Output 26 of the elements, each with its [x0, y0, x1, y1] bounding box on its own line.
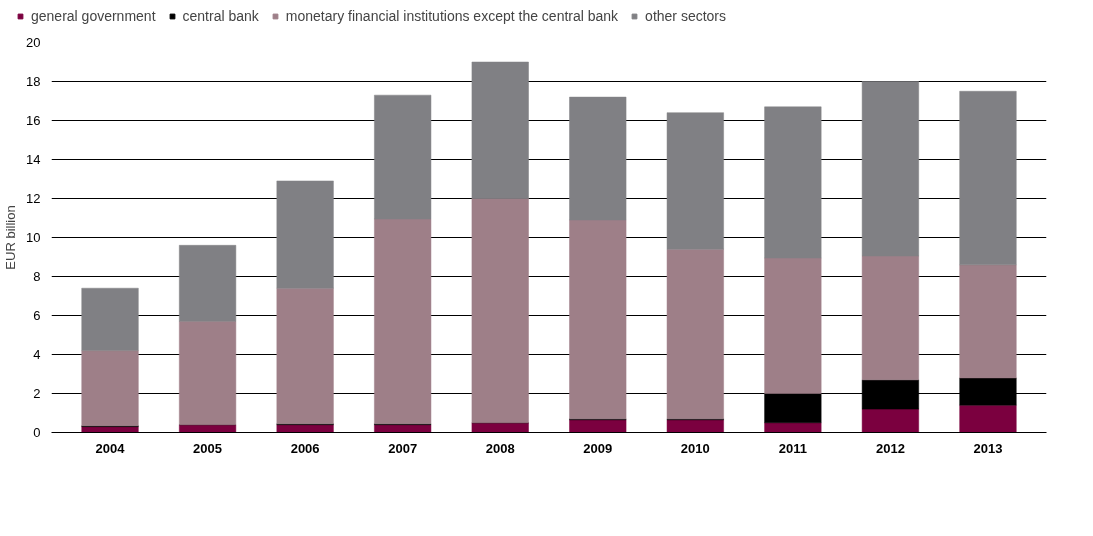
legend-label: central bank	[182, 8, 259, 24]
legend-label: monetary financial institutions except the central bank	[285, 8, 619, 24]
y-tick-label: 2	[33, 386, 41, 401]
x-tick-label: 2008	[485, 440, 515, 456]
y-axis-title: EUR billion	[3, 205, 19, 270]
y-tick-label: 10	[26, 230, 41, 245]
legend-label: general government	[31, 8, 156, 24]
y-tick-label: 8	[33, 269, 41, 284]
x-tick-label: 2011	[778, 440, 807, 456]
y-tick-label: 16	[26, 113, 41, 128]
legend-label: other sectors	[645, 8, 727, 24]
x-tick-label: 2004	[95, 440, 126, 456]
y-tick-label: 14	[26, 152, 41, 167]
y-tick-label: 20	[26, 35, 41, 50]
y-tick-label: 18	[26, 74, 41, 89]
y-tick-label: 12	[26, 191, 41, 206]
y-tick-label: 6	[33, 308, 41, 323]
y-tick-label: 0	[33, 425, 41, 440]
x-tick-label: 2006	[290, 440, 320, 456]
x-tick-label: 2005	[193, 440, 223, 456]
x-tick-label: 2012	[875, 440, 905, 456]
x-tick-label: 2007	[388, 440, 418, 456]
x-tick-label: 2009	[583, 440, 613, 456]
x-tick-label: 2010	[680, 440, 710, 456]
x-tick-label: 2013	[973, 440, 1003, 456]
y-tick-label: 4	[33, 347, 41, 362]
